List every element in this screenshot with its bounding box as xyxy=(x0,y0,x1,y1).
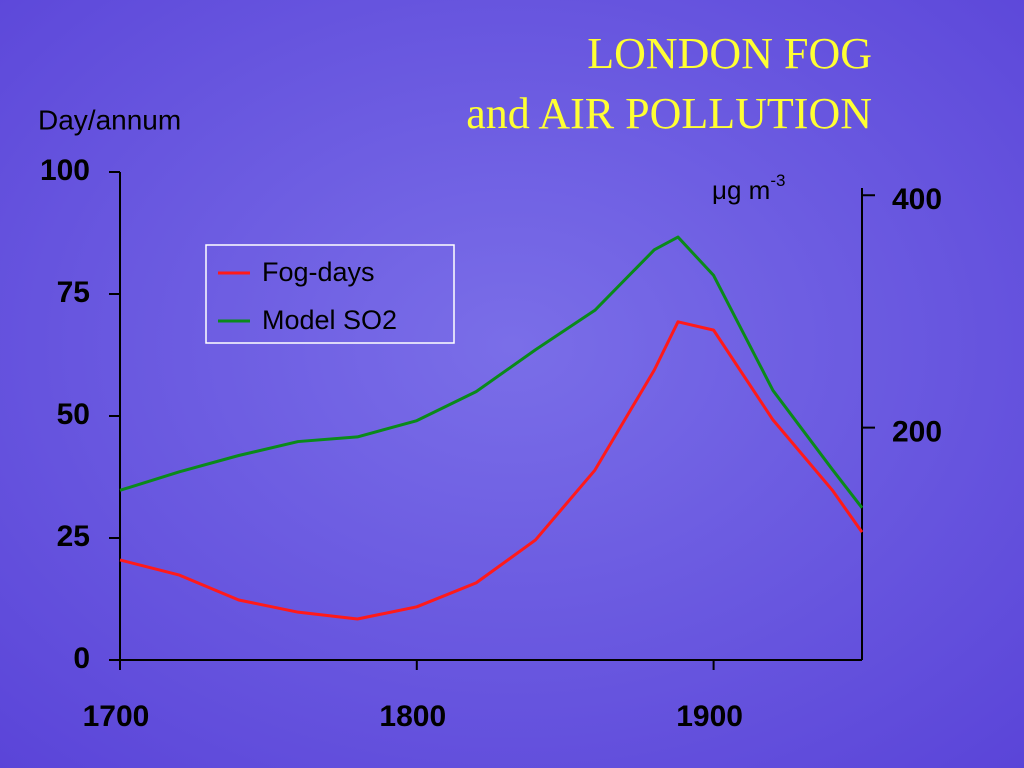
y2-tick-label: 200 xyxy=(892,416,942,449)
y-tick-label: 0 xyxy=(73,642,90,675)
y2-axis-label-text: μg m xyxy=(712,175,770,205)
y-axis-label: Day/annum xyxy=(38,104,181,135)
x-tick-label: 1900 xyxy=(676,700,743,733)
legend-box xyxy=(205,244,455,344)
data-line xyxy=(119,320,864,621)
legend-label: Model SO2 xyxy=(262,305,397,335)
chart-title: LONDON FOG xyxy=(587,29,872,78)
y-tick-label: 75 xyxy=(57,276,90,309)
x-tick-label: 1700 xyxy=(83,700,150,733)
y2-axis-label-sup: -3 xyxy=(770,171,785,190)
x-tick-label: 1800 xyxy=(379,700,446,733)
chart-title: and AIR POLLUTION xyxy=(466,89,872,138)
y-tick-label: 25 xyxy=(57,520,90,553)
data-line xyxy=(119,235,864,509)
y2-axis-label: μg m-3 xyxy=(712,171,785,204)
y2-tick-label: 400 xyxy=(892,183,942,216)
y-tick-label: 100 xyxy=(40,154,90,187)
legend-label: Fog-days xyxy=(262,257,375,287)
y-tick-label: 50 xyxy=(57,398,90,431)
